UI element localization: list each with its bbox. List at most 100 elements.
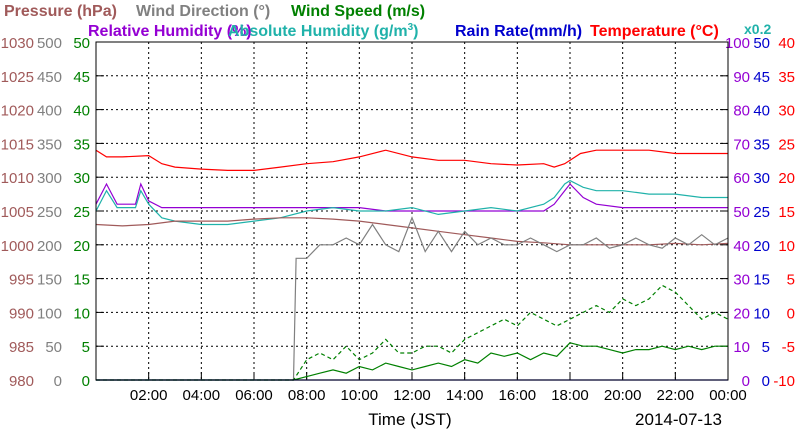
axis-tick-label: 80 [733, 103, 750, 120]
legend-item: Rain Rate(mm/h) [455, 23, 582, 40]
axis-tick-label: 985 [9, 339, 34, 356]
series-line [95, 217, 729, 246]
axis-tick-label: -10 [773, 373, 795, 390]
axis-tick-label: 25 [73, 204, 90, 221]
legend-item: Wind Speed (m/s) [291, 3, 425, 20]
series-line [95, 179, 728, 226]
axis-tick-label: 995 [9, 272, 34, 289]
axis-tick-label: 10 [733, 339, 750, 356]
axis-tick-label: 50 [45, 339, 62, 356]
date-label: 2014-07-13 [635, 410, 722, 429]
axis-tick-label: 70 [733, 136, 750, 153]
axis-tick-label: 250 [37, 204, 62, 221]
axis-tick-label: 400 [37, 103, 62, 120]
axis-tick-label: 0 [762, 373, 770, 390]
axis-tick-label: 10 [73, 305, 90, 322]
axis-tick-label: 60 [733, 170, 750, 187]
series-line [96, 284, 729, 381]
x-tick-label: 06:00 [235, 387, 273, 404]
axis-tick-label: 100 [37, 305, 62, 322]
axis-tick-label: 20 [73, 238, 90, 255]
legend-item: Pressure (hPa) [4, 3, 117, 20]
left-axes: 1030102510201015101010051000995990985980… [1, 35, 104, 390]
x-tick-label: 12:00 [393, 387, 431, 404]
axis-tick-label: 40 [778, 35, 795, 52]
axis-tick-label: 15 [778, 204, 795, 221]
x-tick-label: 02:00 [130, 387, 168, 404]
plot-frame [95, 41, 729, 381]
axis-tick-label: 40 [73, 103, 90, 120]
axis-tick-label: 1025 [1, 69, 34, 86]
axis-tick-label: 1000 [1, 238, 34, 255]
legend-item: Relative Humidity (%) [88, 23, 252, 40]
legend-item: Absolute Humidity (g/m3) [228, 22, 418, 40]
axis-tick-label: 35 [753, 136, 770, 153]
axis-tick-label: 45 [73, 69, 90, 86]
x-tick-label: 10:00 [341, 387, 379, 404]
axis-tick-label: 50 [73, 35, 90, 52]
axis-tick-label: 5 [762, 339, 770, 356]
axis-tick-label: 30 [733, 272, 750, 289]
axis-tick-label: 40 [733, 238, 750, 255]
x-tick-label: 08:00 [288, 387, 326, 404]
axis-tick-label: 30 [73, 170, 90, 187]
axis-tick-label: 0 [787, 305, 795, 322]
x-tick-label: 20:00 [604, 387, 642, 404]
axis-tick-label: 0 [54, 373, 62, 390]
axis-tick-label: 30 [753, 170, 770, 187]
axis-tick-label: 50 [733, 204, 750, 221]
axis-tick-label: 15 [753, 272, 770, 289]
axis-tick-label: 350 [37, 136, 62, 153]
axis-tick-label: 1005 [1, 204, 34, 221]
axis-tick-label: 1030 [1, 35, 34, 52]
axis-tick-label: 990 [9, 305, 34, 322]
axis-tick-label: 1010 [1, 170, 34, 187]
x-axis: 02:00 04:00 06:00 08:00 10:00 12:00 14:00 16:00… [130, 372, 747, 404]
axis-tick-label: 300 [37, 170, 62, 187]
axis-tick-label: 25 [778, 136, 795, 153]
axis-tick-label: 450 [37, 69, 62, 86]
right-axes: 1009080706050403020100504540353025201510… [720, 35, 795, 390]
axis-tick-label: 35 [778, 69, 795, 86]
series-lines [95, 149, 729, 381]
axis-tick-label: 15 [73, 272, 90, 289]
axis-tick-label: 500 [37, 35, 62, 52]
series-line [95, 182, 728, 212]
axis-tick-label: 980 [9, 373, 34, 390]
axis-tick-label: 10 [753, 305, 770, 322]
x-tick-label: 22:00 [657, 387, 695, 404]
axis-tick-label: 90 [733, 69, 750, 86]
x-tick-label: 04:00 [183, 387, 221, 404]
x-axis-label: Time (JST) [368, 410, 451, 429]
axis-tick-label: 200 [37, 238, 62, 255]
axis-tick-label: 5 [787, 272, 795, 289]
axis-tick-label: 10 [778, 238, 795, 255]
axis-tick-label: 1015 [1, 136, 34, 153]
axis-tick-label: 20 [753, 238, 770, 255]
axis-tick-label: 20 [733, 305, 750, 322]
axis-tick-label: 25 [753, 204, 770, 221]
x-tick-label: 00:00 [709, 387, 747, 404]
x-tick-label: 14:00 [446, 387, 484, 404]
axis-tick-label: 30 [778, 103, 795, 120]
series-line [96, 342, 728, 381]
axis-tick-label: 0 [82, 373, 90, 390]
legend-item: Temperature (°C) [590, 23, 719, 40]
legend-item: Wind Direction (°) [136, 3, 270, 20]
axis-tick-label: 5 [82, 339, 90, 356]
series-line [95, 149, 728, 171]
axis-tick-label: 0 [742, 373, 750, 390]
axis-tick-label: 150 [37, 272, 62, 289]
series-line [96, 216, 729, 381]
x-tick-label: 16:00 [499, 387, 537, 404]
axis-tick-label: 100 [725, 35, 750, 52]
axis-tick-label: 20 [778, 170, 795, 187]
chart-header: Pressure (hPa) Wind Direction (°) Wind Spe… [4, 3, 719, 40]
axis-tick-label: 40 [753, 103, 770, 120]
axis-tick-label: 50 [753, 35, 770, 52]
axis-tick-label: -5 [782, 339, 795, 356]
x-tick-label: 18:00 [551, 387, 589, 404]
axis-tick-label: 1020 [1, 103, 34, 120]
scale-note: x0.2 [744, 21, 771, 37]
